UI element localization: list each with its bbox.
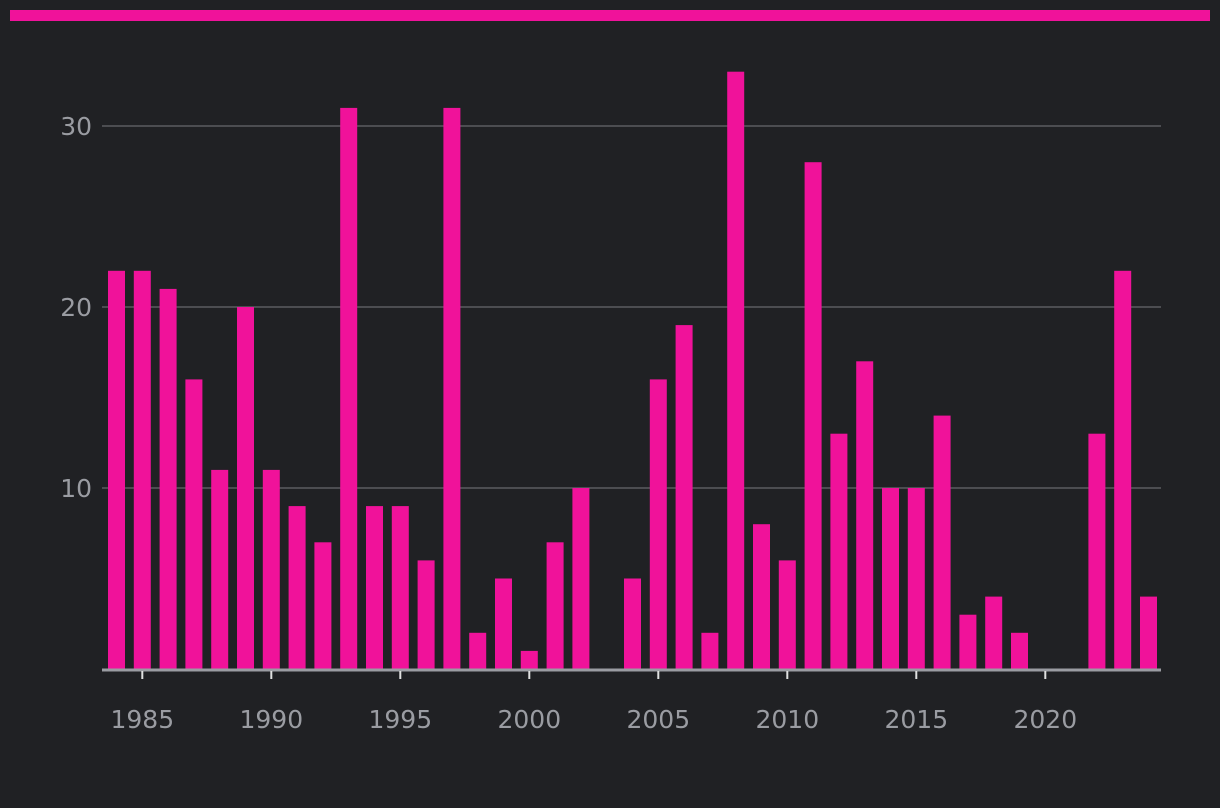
bar-1992 <box>314 542 332 669</box>
bar-2013 <box>856 361 874 669</box>
bar-2001 <box>546 542 564 669</box>
bar-2014 <box>882 488 899 669</box>
x-axis-tick-labels: 1985 1990 1995 2000 2005 2010 2015 2020 <box>110 705 1077 734</box>
bar-2006 <box>675 325 693 669</box>
bar-1994 <box>366 506 383 669</box>
bar-2022 <box>1088 433 1106 669</box>
x-tick-label-2015: 2015 <box>884 705 948 734</box>
bar-2000 <box>520 650 538 669</box>
y-tick-label-20: 20 <box>60 293 92 322</box>
bar-1990 <box>262 469 280 669</box>
bar-2015 <box>907 488 925 669</box>
bar-1999 <box>495 578 512 669</box>
x-tick-label-1990: 1990 <box>239 705 303 734</box>
x-tick-label-1995: 1995 <box>368 705 432 734</box>
bar-1993 <box>340 107 358 669</box>
bar-2011 <box>804 162 822 669</box>
bar-2010 <box>778 560 796 669</box>
bar-2024 <box>1140 596 1157 669</box>
y-axis-tick-labels: 10 20 30 <box>60 112 92 503</box>
bar-1996 <box>417 560 435 669</box>
y-tick-label-30: 30 <box>60 112 92 141</box>
accent-bar <box>10 10 1210 21</box>
bar-2018 <box>985 596 1003 669</box>
bars <box>108 71 1157 669</box>
bar-1997 <box>443 107 461 669</box>
bar-2023 <box>1114 270 1132 669</box>
bar-2008 <box>727 71 745 669</box>
bar-2017 <box>959 614 977 669</box>
bar-2016 <box>933 415 951 669</box>
bar-1988 <box>211 469 229 669</box>
bar-1995 <box>391 506 409 669</box>
bar-1989 <box>237 307 254 669</box>
bar-1984 <box>108 270 125 669</box>
bar-2009 <box>753 524 770 669</box>
gridlines <box>102 125 1161 489</box>
bar-1998 <box>469 632 487 669</box>
x-tick-label-2020: 2020 <box>1013 705 1077 734</box>
bar-1986 <box>159 288 177 669</box>
bar-2002 <box>572 488 590 669</box>
bar-1991 <box>288 506 306 669</box>
x-tick-label-2005: 2005 <box>626 705 690 734</box>
x-tick-label-2010: 2010 <box>755 705 819 734</box>
y-tick-label-10: 10 <box>60 474 92 503</box>
bar-2019 <box>1011 632 1028 669</box>
bar-2004 <box>624 578 641 669</box>
bar-2005 <box>649 379 667 669</box>
bar-2012 <box>830 433 848 669</box>
bar-2007 <box>701 632 719 669</box>
bar-1987 <box>185 379 203 669</box>
x-tick-label-2000: 2000 <box>497 705 561 734</box>
x-axis <box>102 668 1161 679</box>
bar-1985 <box>133 270 151 669</box>
x-tick-label-1985: 1985 <box>110 705 174 734</box>
